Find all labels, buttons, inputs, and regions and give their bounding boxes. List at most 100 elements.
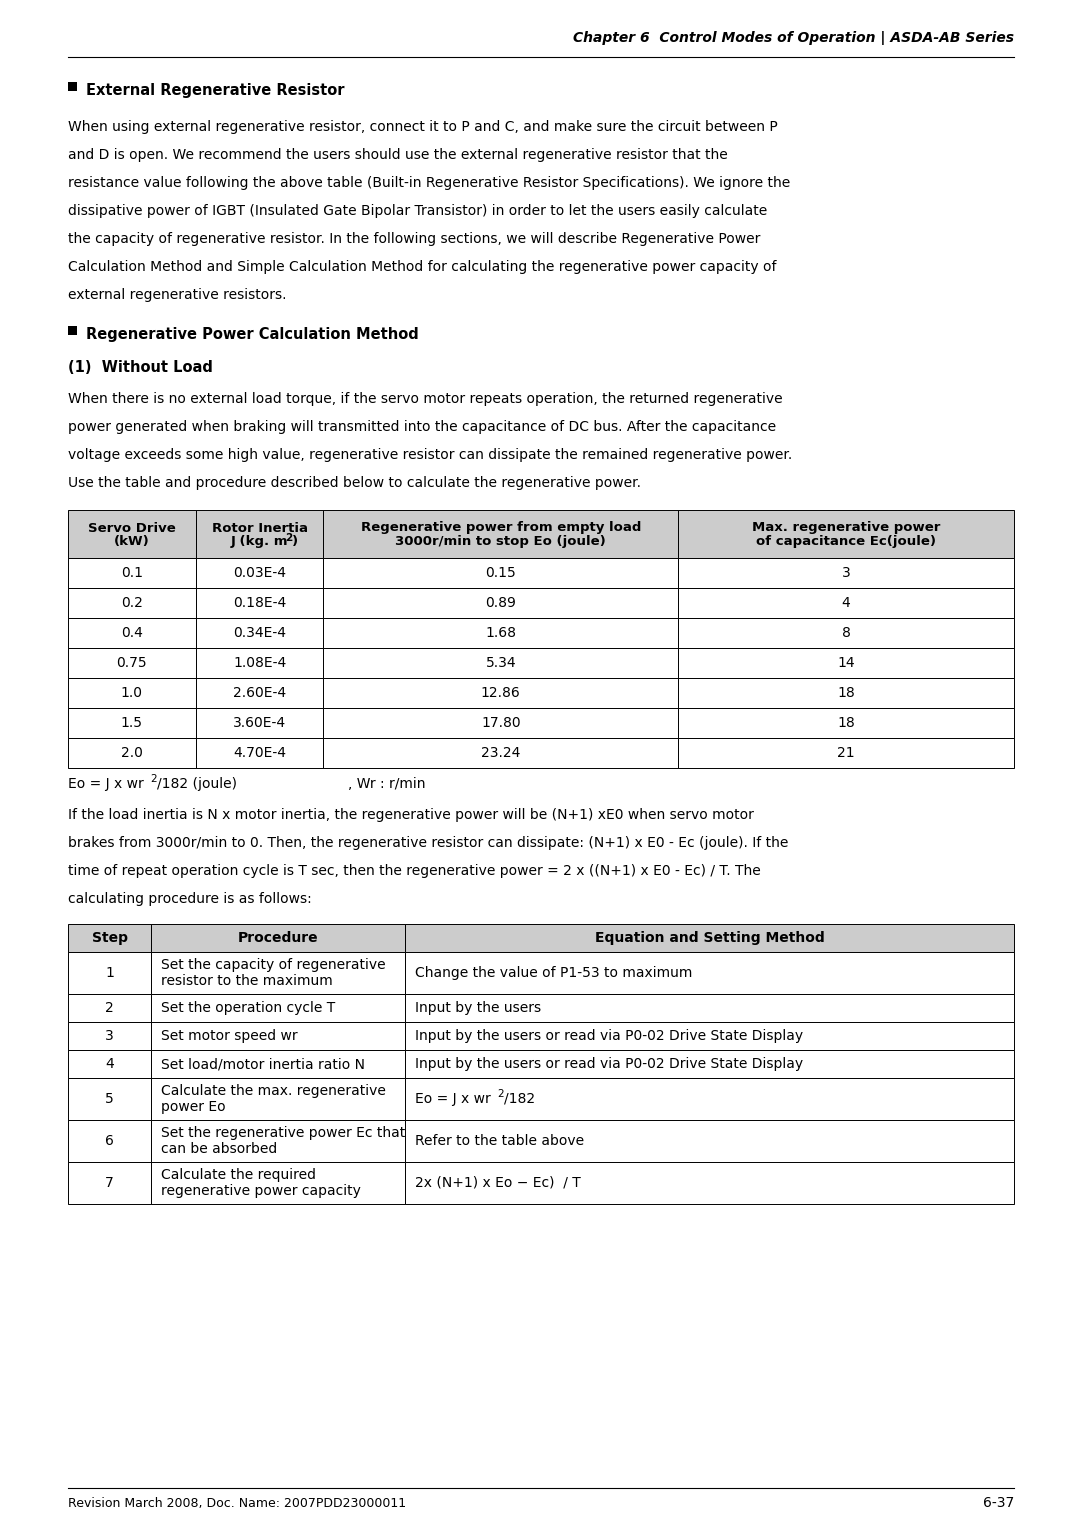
Text: power generated when braking will transmitted into the capacitance of DC bus. Af: power generated when braking will transm… <box>68 420 777 434</box>
Text: Step: Step <box>92 931 127 944</box>
Text: 4.70E-4: 4.70E-4 <box>233 746 286 759</box>
Text: Calculation Method and Simple Calculation Method for calculating the regenerativ: Calculation Method and Simple Calculatio… <box>68 260 777 274</box>
Text: external regenerative resistors.: external regenerative resistors. <box>68 287 286 303</box>
Text: 4: 4 <box>105 1057 114 1071</box>
Text: 0.75: 0.75 <box>117 656 147 669</box>
Text: 17.80: 17.80 <box>481 717 521 730</box>
Bar <box>68 648 195 678</box>
Bar <box>68 1161 151 1204</box>
Text: the capacity of regenerative resistor. In the following sections, we will descri: the capacity of regenerative resistor. I… <box>68 232 760 246</box>
Bar <box>678 617 1014 648</box>
Text: Eo = J x wr: Eo = J x wr <box>68 778 144 792</box>
Text: 1.08E-4: 1.08E-4 <box>233 656 286 669</box>
Text: Use the table and procedure described below to calculate the regenerative power.: Use the table and procedure described be… <box>68 477 642 490</box>
Bar <box>68 952 151 995</box>
Text: and D is open. We recommend the users should use the external regenerative resis: and D is open. We recommend the users sh… <box>68 148 728 162</box>
Bar <box>323 648 678 678</box>
Bar <box>678 707 1014 738</box>
Text: 23.24: 23.24 <box>481 746 521 759</box>
Text: 0.18E-4: 0.18E-4 <box>233 596 286 610</box>
Text: resistance value following the above table (Built-in Regenerative Resistor Speci: resistance value following the above tab… <box>68 176 791 189</box>
Text: 0.1: 0.1 <box>121 565 143 581</box>
Bar <box>405 995 1014 1022</box>
Text: 2: 2 <box>150 775 157 784</box>
Text: resistor to the maximum: resistor to the maximum <box>161 973 333 989</box>
Text: 3.60E-4: 3.60E-4 <box>233 717 286 730</box>
Text: 2.60E-4: 2.60E-4 <box>233 686 286 700</box>
Bar <box>405 1050 1014 1077</box>
Bar <box>323 558 678 588</box>
Bar <box>68 510 195 558</box>
Text: 18: 18 <box>837 686 855 700</box>
Text: 7: 7 <box>105 1177 114 1190</box>
Text: 3: 3 <box>105 1028 114 1044</box>
Text: voltage exceeds some high value, regenerative resistor can dissipate the remaine: voltage exceeds some high value, regener… <box>68 448 793 461</box>
Bar <box>195 558 323 588</box>
Bar <box>68 995 151 1022</box>
Text: (kW): (kW) <box>114 535 150 549</box>
Bar <box>68 924 151 952</box>
Text: If the load inertia is N x motor inertia, the regenerative power will be (N+1) x: If the load inertia is N x motor inertia… <box>68 808 754 822</box>
Text: Regenerative power from empty load: Regenerative power from empty load <box>361 521 642 535</box>
Bar <box>405 1120 1014 1161</box>
Bar <box>68 1022 151 1050</box>
Text: Refer to the table above: Refer to the table above <box>415 1134 584 1148</box>
Text: ): ) <box>292 535 298 549</box>
Bar <box>151 952 405 995</box>
Text: Set motor speed wr: Set motor speed wr <box>161 1028 298 1044</box>
Text: When using external regenerative resistor, connect it to P and C, and make sure : When using external regenerative resisto… <box>68 121 778 134</box>
Bar <box>405 1161 1014 1204</box>
Text: 5.34: 5.34 <box>486 656 516 669</box>
Text: 2.0: 2.0 <box>121 746 143 759</box>
Text: /182 (joule): /182 (joule) <box>157 778 237 792</box>
Text: External Regenerative Resistor: External Regenerative Resistor <box>86 83 345 98</box>
Bar <box>68 738 195 769</box>
Text: 0.2: 0.2 <box>121 596 143 610</box>
Text: of capacitance Ec(joule): of capacitance Ec(joule) <box>756 535 936 549</box>
Text: Input by the users or read via P0-02 Drive State Display: Input by the users or read via P0-02 Dri… <box>415 1028 802 1044</box>
Bar <box>323 510 678 558</box>
Text: regenerative power capacity: regenerative power capacity <box>161 1184 361 1198</box>
Text: Set load/motor inertia ratio N: Set load/motor inertia ratio N <box>161 1057 365 1071</box>
Text: 4: 4 <box>841 596 850 610</box>
Bar <box>68 325 77 335</box>
Text: 3: 3 <box>841 565 850 581</box>
Text: power Eo: power Eo <box>161 1100 226 1114</box>
Bar <box>151 1120 405 1161</box>
Text: 0.89: 0.89 <box>485 596 516 610</box>
Text: 5: 5 <box>105 1093 114 1106</box>
Text: 18: 18 <box>837 717 855 730</box>
Text: Rotor Inertia: Rotor Inertia <box>212 521 308 535</box>
Bar <box>323 588 678 617</box>
Text: , Wr : r/min: , Wr : r/min <box>348 778 426 792</box>
Bar <box>195 738 323 769</box>
Text: 0.03E-4: 0.03E-4 <box>233 565 286 581</box>
Text: 2x (N+1) x Eo − Ec)  / T: 2x (N+1) x Eo − Ec) / T <box>415 1177 581 1190</box>
Text: 1: 1 <box>105 966 114 979</box>
Text: Eo = J x wr: Eo = J x wr <box>415 1093 490 1106</box>
Text: 12.86: 12.86 <box>481 686 521 700</box>
Bar <box>405 1022 1014 1050</box>
Text: dissipative power of IGBT (Insulated Gate Bipolar Transistor) in order to let th: dissipative power of IGBT (Insulated Gat… <box>68 205 767 219</box>
Bar <box>323 617 678 648</box>
Bar <box>68 1050 151 1077</box>
Bar <box>195 510 323 558</box>
Bar <box>678 738 1014 769</box>
Text: (1)  Without Load: (1) Without Load <box>68 361 213 374</box>
Bar <box>68 83 77 92</box>
Text: Input by the users: Input by the users <box>415 1001 541 1015</box>
Text: 2: 2 <box>285 533 293 542</box>
Bar <box>678 510 1014 558</box>
Bar <box>68 558 195 588</box>
Text: 14: 14 <box>837 656 855 669</box>
Text: 1.0: 1.0 <box>121 686 143 700</box>
Bar <box>323 707 678 738</box>
Text: calculating procedure is as follows:: calculating procedure is as follows: <box>68 892 312 906</box>
Text: 8: 8 <box>841 626 851 640</box>
Text: Set the regenerative power Ec that: Set the regenerative power Ec that <box>161 1126 405 1140</box>
Text: 0.34E-4: 0.34E-4 <box>233 626 286 640</box>
Bar <box>151 1022 405 1050</box>
Bar <box>151 1077 405 1120</box>
Text: brakes from 3000r/min to 0. Then, the regenerative resistor can dissipate: (N+1): brakes from 3000r/min to 0. Then, the re… <box>68 836 788 850</box>
Bar <box>151 1161 405 1204</box>
